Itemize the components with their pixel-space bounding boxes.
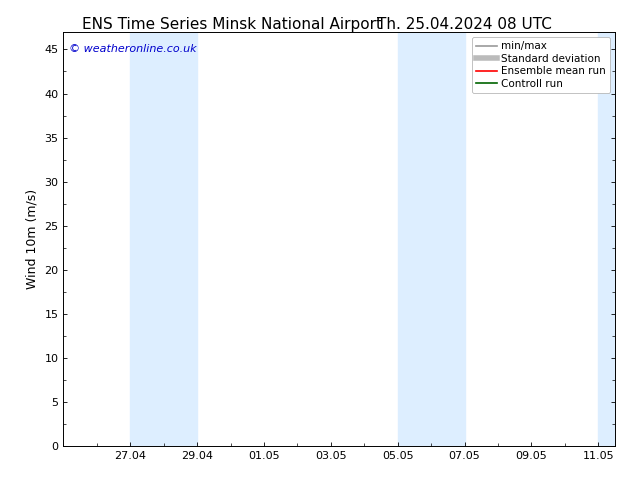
Legend: min/max, Standard deviation, Ensemble mean run, Controll run: min/max, Standard deviation, Ensemble me… [472, 37, 610, 93]
Text: Th. 25.04.2024 08 UTC: Th. 25.04.2024 08 UTC [377, 17, 552, 32]
Y-axis label: Wind 10m (m/s): Wind 10m (m/s) [26, 189, 39, 289]
Text: © weatheronline.co.uk: © weatheronline.co.uk [69, 44, 197, 54]
Bar [130, 32, 197, 446]
Bar [398, 32, 465, 446]
Bar [598, 32, 615, 446]
Text: ENS Time Series Minsk National Airport: ENS Time Series Minsk National Airport [82, 17, 382, 32]
